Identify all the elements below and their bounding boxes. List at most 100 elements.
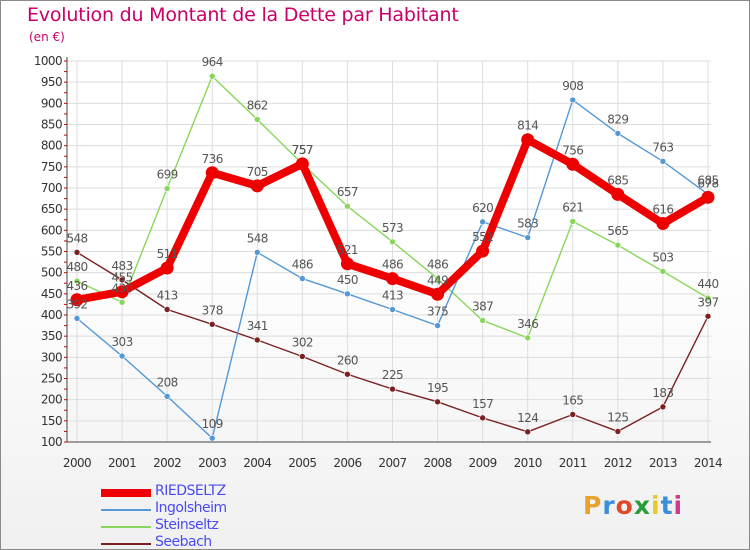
data-point-ingolsheim (344, 290, 351, 298)
data-point-ingolsheim (163, 392, 171, 400)
y-tick-label: 950 (41, 75, 62, 89)
data-point-seebach (118, 276, 126, 284)
data-label-ingolsheim: 620 (472, 201, 493, 215)
x-tick-label: 2010 (514, 456, 542, 470)
data-point-steinseltz (569, 218, 577, 225)
data-label-riedseltz: 756 (562, 143, 583, 157)
data-label-steinseltz: 486 (427, 258, 448, 272)
data-point-steinseltz (524, 334, 532, 342)
data-point-riedseltz (385, 272, 399, 286)
y-tick-label: 400 (41, 308, 62, 322)
data-point-seebach (344, 370, 351, 378)
y-tick-label: 450 (41, 287, 62, 301)
legend-swatch-seebach (101, 543, 151, 545)
y-tick-label: 350 (41, 329, 62, 343)
data-label-seebach: 483 (112, 259, 133, 273)
data-point-steinseltz (614, 241, 622, 249)
data-point-seebach (253, 336, 261, 344)
logo-letter: o (615, 491, 634, 520)
data-point-seebach (389, 385, 396, 393)
data-label-riedseltz: 436 (66, 279, 87, 293)
data-label-seebach: 225 (382, 368, 403, 382)
data-label-steinseltz: 964 (202, 55, 223, 69)
data-label-steinseltz: 757 (292, 143, 313, 157)
y-tick-label: 650 (41, 202, 62, 216)
data-point-ingolsheim (389, 306, 396, 313)
data-point-seebach (659, 403, 667, 411)
x-tick-label: 2002 (153, 456, 181, 470)
y-tick-label: 700 (41, 181, 62, 195)
data-point-ingolsheim (73, 315, 81, 322)
chart-unit: (en €) (29, 30, 65, 44)
data-point-riedseltz (250, 179, 264, 193)
data-label-ingolsheim: 908 (562, 79, 583, 93)
data-label-ingolsheim: 375 (427, 305, 448, 319)
data-point-riedseltz (115, 285, 129, 299)
data-point-riedseltz (476, 244, 490, 258)
data-label-ingolsheim: 392 (66, 297, 87, 311)
data-point-riedseltz (521, 133, 535, 147)
data-point-steinseltz (344, 202, 351, 210)
data-label-steinseltz: 657 (337, 185, 358, 199)
data-point-ingolsheim (208, 434, 216, 442)
data-label-ingolsheim: 583 (517, 217, 538, 231)
data-label-riedseltz: 678 (697, 176, 718, 190)
data-label-riedseltz: 486 (382, 258, 403, 272)
x-tick-label: 2005 (288, 456, 316, 470)
data-label-ingolsheim: 548 (247, 231, 268, 245)
y-tick-label: 500 (41, 266, 62, 280)
data-point-riedseltz (431, 287, 445, 301)
y-tick-label: 150 (41, 414, 62, 428)
data-label-ingolsheim: 829 (607, 112, 628, 126)
data-label-ingolsheim: 109 (202, 417, 223, 431)
x-tick-label: 2006 (333, 456, 361, 470)
chart-title: Evolution du Montant de la Dette par Hab… (27, 4, 459, 26)
data-label-seebach: 548 (66, 231, 87, 245)
data-point-riedseltz (70, 293, 84, 307)
data-point-ingolsheim (434, 322, 441, 329)
data-label-steinseltz: 862 (247, 98, 268, 112)
y-tick-label: 800 (41, 139, 62, 153)
legend-swatch-ingolsheim (101, 509, 151, 511)
logo-letter: x (633, 491, 651, 520)
data-label-seebach: 341 (247, 319, 268, 333)
x-tick-label: 2004 (243, 456, 271, 470)
series-lines (70, 72, 715, 442)
x-tick-label: 2000 (63, 456, 91, 470)
data-label-seebach: 413 (157, 288, 178, 302)
data-label-riedseltz: 551 (472, 230, 493, 244)
legend-swatch-riedseltz (101, 489, 151, 497)
axes (64, 57, 711, 443)
data-label-riedseltz: 736 (202, 152, 223, 166)
data-point-steinseltz (704, 294, 712, 302)
data-point-seebach (704, 312, 712, 320)
x-tick-label: 2009 (469, 456, 497, 470)
proxiti-logo: Proxiti (583, 491, 683, 520)
data-point-riedseltz (160, 261, 174, 275)
data-point-riedseltz (656, 217, 670, 231)
data-point-ingolsheim (118, 352, 126, 360)
data-point-seebach (163, 306, 171, 313)
data-point-ingolsheim (253, 249, 261, 256)
data-point-steinseltz (479, 317, 486, 324)
data-point-steinseltz (434, 275, 441, 282)
data-label-seebach: 124 (517, 411, 538, 425)
data-point-seebach (299, 353, 306, 360)
x-tick-label: 2001 (108, 456, 136, 470)
data-label-riedseltz: 685 (607, 173, 628, 187)
data-label-riedseltz: 757 (292, 143, 313, 157)
data-label-seebach: 378 (202, 303, 223, 317)
data-label-steinseltz: 346 (517, 317, 538, 331)
data-point-riedseltz (340, 257, 354, 271)
y-tick-label: 750 (41, 160, 62, 174)
data-label-seebach: 165 (562, 393, 583, 407)
data-label-riedseltz: 449 (427, 273, 448, 287)
legend-label-riedseltz: RIEDSELTZ (155, 483, 226, 499)
data-label-ingolsheim: 450 (337, 273, 358, 287)
legend-label-steinseltz: Steinseltz (155, 517, 219, 533)
data-point-steinseltz (73, 277, 81, 285)
data-point-steinseltz (253, 116, 261, 123)
data-label-riedseltz: 705 (247, 165, 268, 179)
x-tick-labels: 2000 2001 2002 2003 2004 2005 2006 2007 2008 2009… (63, 456, 723, 470)
logo-letter: i (651, 491, 661, 520)
